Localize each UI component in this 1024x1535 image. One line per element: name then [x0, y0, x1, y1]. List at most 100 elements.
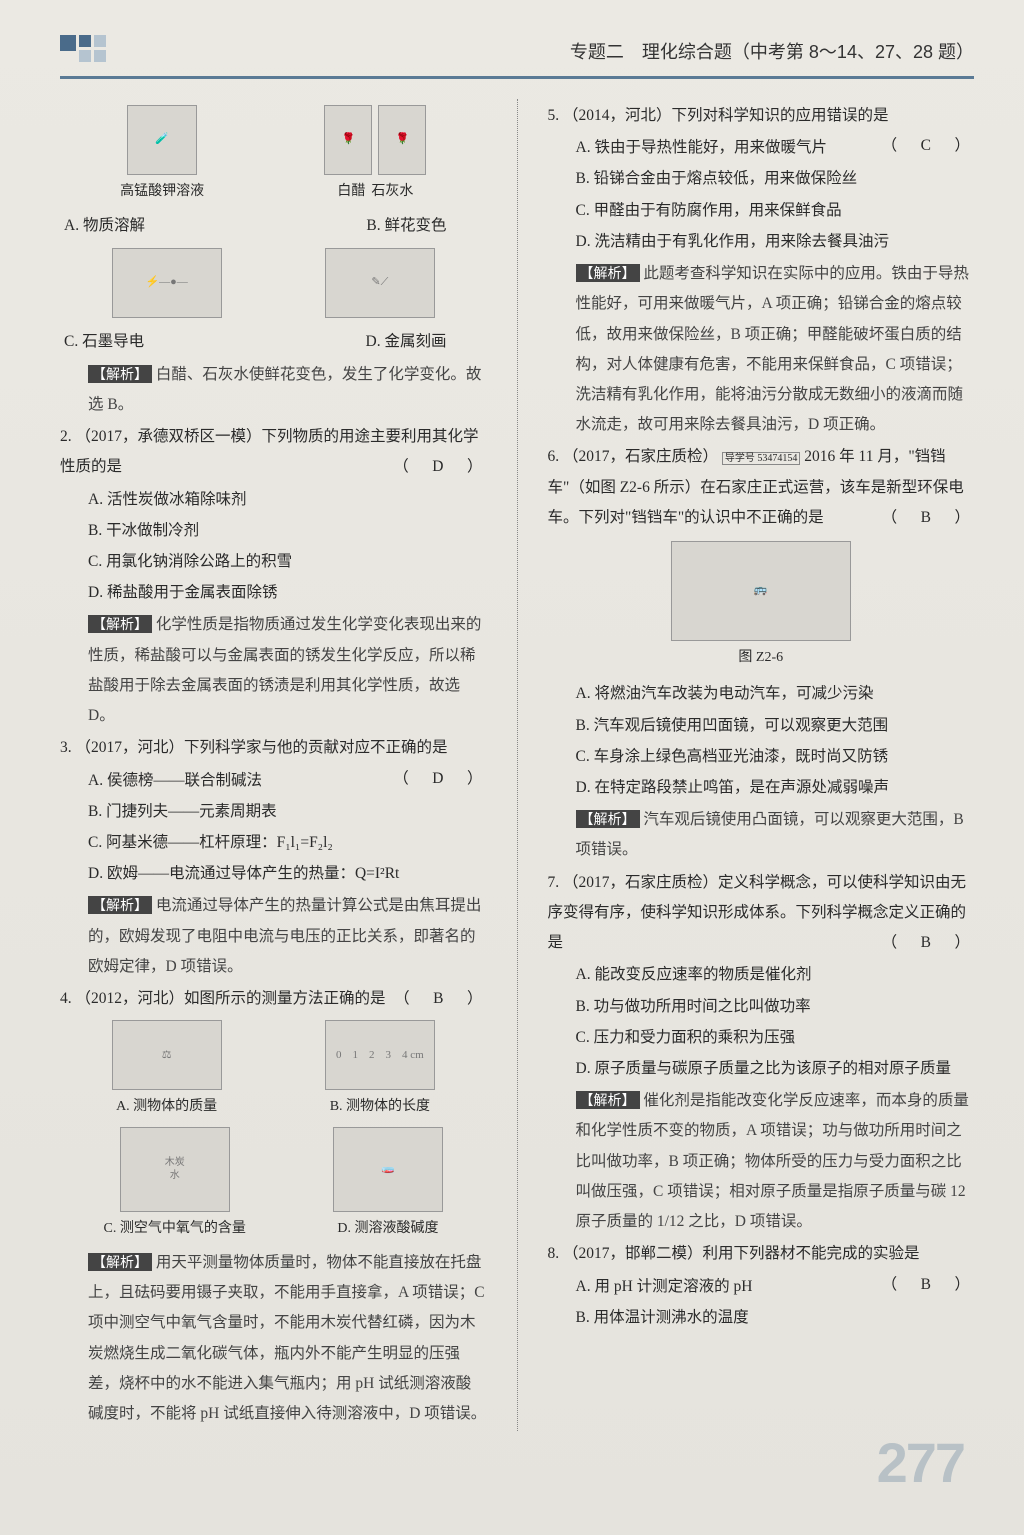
- figure-q6: 🚌 图 Z2-6: [548, 541, 975, 671]
- explanation: 【解析】 电流通过导体产生的热量计算公式是由焦耳提出的，欧姆发现了电阻中电流与电…: [60, 891, 487, 982]
- option-c: C. 甲醛由于有防腐作用，用来保鲜食品: [548, 196, 975, 226]
- option-c: C. 车身涂上绿色高档亚光油漆，既时尚又防锈: [548, 742, 975, 772]
- header-ornament: [60, 35, 106, 62]
- jiexi-label: 【解析】: [576, 264, 640, 282]
- option-a: A. 测物体的质量: [112, 1093, 222, 1120]
- flower-icon: 🌹: [324, 105, 372, 175]
- option-a: A. 物质溶解: [60, 211, 145, 241]
- option-d: D. 在特定路段禁止鸣笛，是在声源处减弱噪声: [548, 773, 975, 803]
- option-b: B. 测物体的长度: [325, 1093, 435, 1120]
- fig-item: 🧫 D. 测溶液酸碱度: [333, 1127, 443, 1242]
- fig-item: 🧪 高锰酸钾溶液: [120, 105, 204, 205]
- jiexi-label: 【解析】: [576, 810, 640, 828]
- option-a: A. 活性炭做冰箱除味剂: [60, 485, 487, 515]
- answer-blank: （ B ）: [882, 1270, 974, 1300]
- q-number: 7.: [548, 874, 560, 891]
- q-stem-a: （2017，石家庄质检）: [563, 448, 718, 465]
- figure-row-2: ⚡—●— ✎⟋: [60, 248, 487, 321]
- right-column: 5. （2014，河北）下列对科学知识的应用错误的是 （ C ） A. 铁由于导…: [548, 99, 975, 1431]
- flower-icon: 🌹: [378, 105, 426, 175]
- jiexi-text: 催化剂是指能改变化学反应速率，而本身的质量和化学性质不变的物质，A 项错误；功与…: [576, 1092, 969, 1230]
- q-stem: （2012，河北）如图所示的测量方法正确的是: [76, 990, 386, 1007]
- label-water: 水: [170, 1170, 180, 1181]
- explanation: 【解析】 白醋、石灰水使鲜花变色，发生了化学变化。故选 B。: [60, 360, 487, 420]
- option-b: B. 汽车观后镜使用凹面镜，可以观察更大范围: [548, 711, 975, 741]
- option-c: C. 阿基米德——杠杆原理：F₁l₁=F₂l₂: [60, 828, 487, 858]
- fig-caption: 高锰酸钾溶液: [120, 178, 204, 205]
- answer-blank: （ B ）: [394, 984, 486, 1014]
- option-b: B. 铅锑合金由于熔点较低，用来做保险丝: [548, 164, 975, 194]
- left-column: 🧪 高锰酸钾溶液 🌹 🌹 白醋 石灰水 A. 物质溶解 B. 鲜花变色: [60, 99, 487, 1431]
- balance-icon: ⚖: [112, 1020, 222, 1090]
- jiexi-label: 【解析】: [576, 1091, 640, 1109]
- option-b: B. 鲜花变色: [362, 211, 486, 241]
- q-number: 6.: [548, 448, 560, 465]
- option-b: B. 干冰做制冷剂: [60, 516, 487, 546]
- q-stem: （2014，河北）下列对科学知识的应用错误的是: [563, 107, 889, 124]
- q-number: 4.: [60, 990, 72, 1007]
- figure-row-1: 🧪 高锰酸钾溶液 🌹 🌹 白醋 石灰水: [60, 105, 487, 205]
- option-b: B. 用体温计测沸水的温度: [548, 1303, 975, 1333]
- question-6: 6. （2017，石家庄质检） 导学号 53474154 2016 年 11 月…: [548, 442, 975, 533]
- bus-icon: 🚌: [671, 541, 851, 641]
- question-3: 3. （2017，河北）下列科学家与他的贡献对应不正确的是 （ D ）: [60, 733, 487, 763]
- option-d: D. 欧姆——电流通过导体产生的热量：Q=I²Rt: [60, 859, 487, 889]
- option-d: D. 金属刻画: [362, 327, 487, 357]
- explanation: 【解析】 此题考查科学知识在实际中的应用。铁由于导热性能好，可用来做暖气片，A …: [548, 259, 975, 440]
- explanation: 【解析】 汽车观后镜使用凸面镜，可以观察更大范围，B 项错误。: [548, 805, 975, 865]
- ornament-sq: [79, 35, 91, 47]
- answer-blank: （ B ）: [882, 503, 974, 533]
- option-d: D. 洗洁精由于有乳化作用，用来除去餐具油污: [548, 227, 975, 257]
- fig-caption: 图 Z2-6: [548, 644, 975, 671]
- option-row: C. 石墨导电 D. 金属刻画: [60, 327, 487, 357]
- answer-blank: （ D ）: [393, 452, 486, 482]
- q-stem: （2017，邯郸二模）利用下列器材不能完成的实验是: [563, 1245, 920, 1262]
- knife-icon: ✎⟋: [325, 248, 435, 318]
- ornament-sq: [94, 50, 106, 62]
- answer-blank: （ C ）: [882, 131, 974, 161]
- option-c: C. 压力和受力面积的乘积为压强: [548, 1023, 975, 1053]
- figure-row-q4a: ⚖ A. 测物体的质量 0 1 2 3 4 cm B. 测物体的长度: [60, 1020, 487, 1120]
- question-2: 2. （2017，承德双桥区一模）下列物质的用途主要利用其化学性质的是 （ D …: [60, 422, 487, 482]
- q-stem: （2017，河北）下列科学家与他的贡献对应不正确的是: [76, 739, 448, 756]
- fig-caption: 白醋: [337, 178, 365, 205]
- jiexi-label: 【解析】: [88, 365, 152, 383]
- fig-caption: 石灰水: [371, 178, 413, 205]
- jiexi-text: 用天平测量物体质量时，物体不能直接放在托盘上，且砝码要用镊子夹取，不能用手直接拿…: [88, 1254, 486, 1422]
- column-divider: [517, 99, 518, 1431]
- option-c: C. 用氯化钠消除公路上的积雪: [60, 547, 487, 577]
- worksheet-page: 专题二 理化综合题（中考第 8～14、27、28 题） 🧪 高锰酸钾溶液 🌹 🌹…: [0, 0, 1024, 1535]
- q-number: 3.: [60, 739, 72, 756]
- option-row: A. 物质溶解 B. 鲜花变色: [60, 211, 487, 241]
- option-b: B. 功与做功所用时间之比叫做功率: [548, 992, 975, 1022]
- explanation: 【解析】 催化剂是指能改变化学反应速率，而本身的质量和化学性质不变的物质，A 项…: [548, 1086, 975, 1237]
- option-d: D. 稀盐酸用于金属表面除锈: [60, 578, 487, 608]
- ornament-sq: [60, 35, 76, 51]
- q-number: 8.: [548, 1245, 560, 1262]
- option-a: A. 能改变反应速率的物质是催化剂: [548, 960, 975, 990]
- q-number: 5.: [548, 107, 560, 124]
- explanation: 【解析】 化学性质是指物质通过发生化学变化表现出来的性质，稀盐酸可以与金属表面的…: [60, 610, 487, 731]
- option-c: C. 石墨导电: [60, 327, 144, 357]
- fig-item: ⚖ A. 测物体的质量: [112, 1020, 222, 1120]
- page-number: 277: [877, 1430, 964, 1495]
- jiexi-label: 【解析】: [88, 896, 152, 914]
- option-a: A. 将燃油汽车改装为电动汽车，可减少污染: [548, 679, 975, 709]
- option-d: D. 原子质量与碳原子质量之比为该原子的相对原子质量: [548, 1054, 975, 1084]
- fig-item: 木炭 水 C. 测空气中氧气的含量: [104, 1127, 246, 1242]
- jiexi-label: 【解析】: [88, 1253, 152, 1271]
- circuit-icon: ⚡—●—: [112, 248, 222, 318]
- label-carbon: 木炭: [165, 1157, 185, 1168]
- ruler-icon: 0 1 2 3 4 cm: [325, 1020, 435, 1090]
- question-5: 5. （2014，河北）下列对科学知识的应用错误的是 （ C ）: [548, 101, 975, 131]
- question-8: 8. （2017，邯郸二模）利用下列器材不能完成的实验是 （ B ）: [548, 1239, 975, 1269]
- fig-item: 0 1 2 3 4 cm B. 测物体的长度: [325, 1020, 435, 1120]
- jiexi-label: 【解析】: [88, 615, 152, 633]
- ornament-sq: [94, 35, 106, 47]
- option-b: B. 门捷列夫——元素周期表: [60, 797, 487, 827]
- ph-icon: 🧫: [333, 1127, 443, 1212]
- chapter-title: 专题二 理化综合题（中考第 8～14、27、28 题）: [60, 30, 974, 79]
- question-7: 7. （2017，石家庄质检）定义科学概念，可以使科学知识由无序变得有序，使科学…: [548, 868, 975, 959]
- jiexi-text: 此题考查科学知识在实际中的应用。铁由于导热性能好，可用来做暖气片，A 项正确；铅…: [576, 265, 969, 433]
- fig-item: 🌹 🌹 白醋 石灰水: [324, 105, 426, 205]
